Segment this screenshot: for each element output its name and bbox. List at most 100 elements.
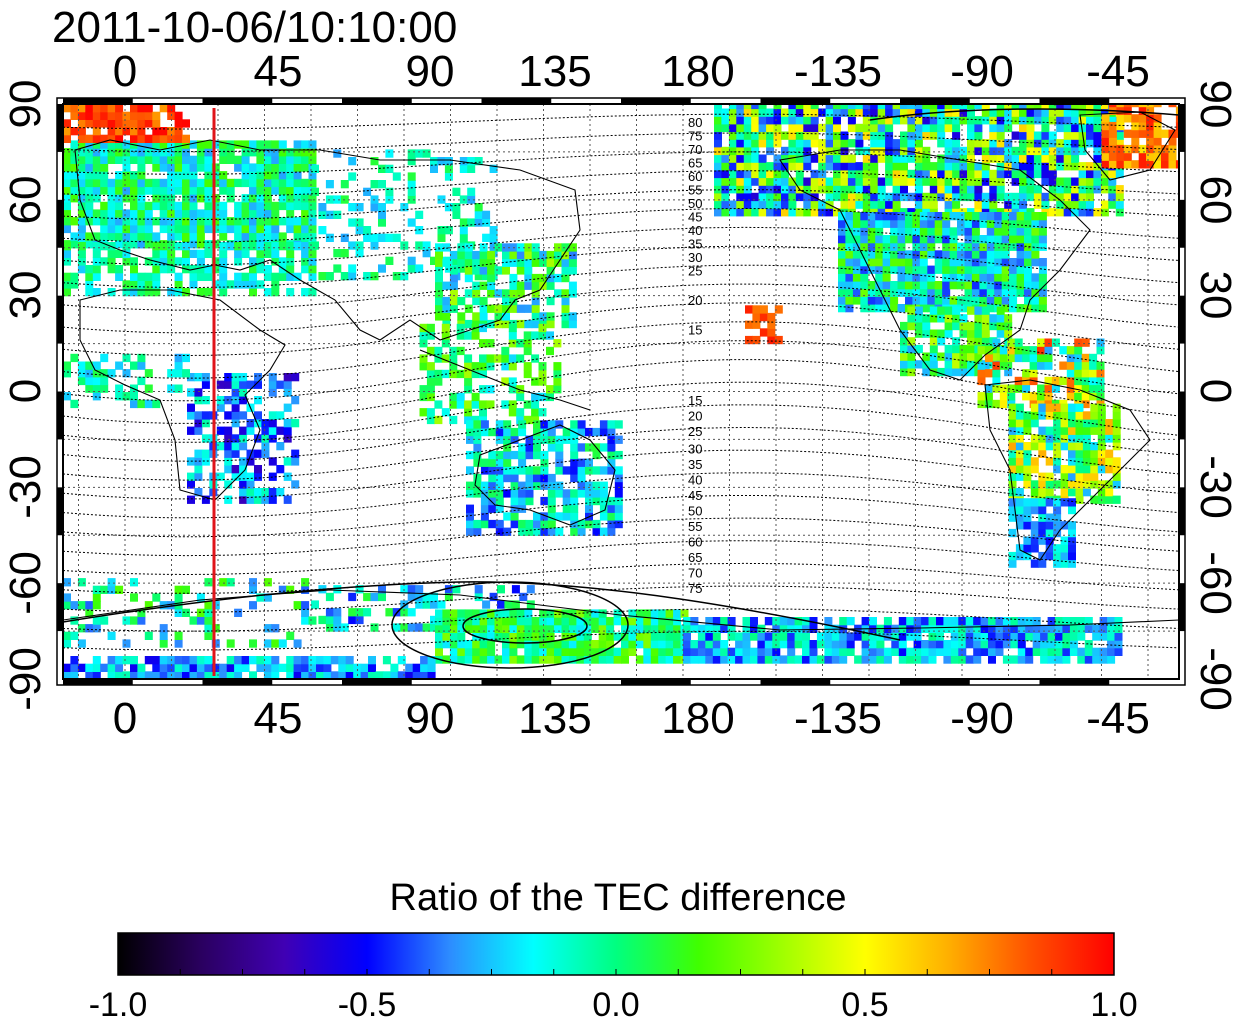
- tec-cell: [1040, 624, 1049, 633]
- tec-cell: [992, 384, 1001, 393]
- tec-cell: [407, 187, 416, 196]
- tec-cell: [555, 527, 564, 536]
- tec-cell: [592, 450, 601, 460]
- tec-cell: [510, 450, 519, 460]
- tec-cell: [301, 155, 310, 164]
- tec-cell: [301, 663, 310, 672]
- tec-cell: [1031, 235, 1040, 244]
- tec-cell: [1045, 403, 1054, 412]
- tec-cell: [100, 186, 109, 195]
- tec-cell: [927, 288, 936, 297]
- tec-cell: [922, 146, 931, 156]
- tec-cell: [929, 169, 938, 179]
- tec-cell: [137, 209, 146, 218]
- tec-cell: [838, 227, 846, 236]
- tec-cell: [1009, 273, 1018, 282]
- tec-cell: [268, 434, 277, 443]
- pole-contour: [63, 581, 901, 641]
- tec-cell: [929, 344, 938, 354]
- tec-cell: [981, 169, 990, 179]
- tec-cell: [996, 104, 1005, 110]
- tec-cell: [635, 632, 644, 641]
- tec-cell: [900, 104, 908, 110]
- tec-cell: [613, 609, 622, 618]
- tec-cell: [63, 593, 71, 602]
- tec-cell: [690, 624, 699, 633]
- tec-cell: [182, 224, 190, 234]
- tec-cell: [1031, 227, 1040, 236]
- tec-cell: [355, 615, 364, 625]
- tec-cell: [174, 134, 183, 143]
- tec-cell: [473, 473, 482, 483]
- tec-cell: [996, 306, 1005, 315]
- tec-cell: [1068, 472, 1076, 481]
- tec-cell: [286, 148, 295, 157]
- tec-cell: [980, 617, 989, 626]
- tec-cell: [174, 353, 183, 363]
- tec-cell: [241, 242, 250, 251]
- tec-cell: [286, 671, 295, 679]
- tec-cell: [488, 458, 497, 467]
- tec-cell: [204, 242, 213, 251]
- tec-cell: [971, 265, 980, 274]
- tec-cell: [1084, 624, 1093, 633]
- tec-cell: [583, 640, 592, 649]
- tec-cell: [231, 396, 240, 405]
- tec-cell: [189, 240, 198, 249]
- tec-cell: [263, 178, 272, 188]
- tec-cell: [100, 384, 109, 393]
- tec-cell: [845, 242, 854, 251]
- tec-cell: [846, 632, 855, 641]
- tec-cell: [867, 212, 876, 221]
- tec-cell: [219, 224, 228, 234]
- tec-cell: [100, 353, 109, 363]
- tec-cell: [906, 632, 915, 641]
- tec-cell: [958, 632, 967, 641]
- tec-cell: [100, 616, 109, 625]
- tec-cell: [613, 617, 622, 626]
- tec-cell: [224, 380, 233, 389]
- tec-cell: [502, 296, 510, 306]
- tec-cell: [840, 104, 849, 110]
- tec-cell: [772, 647, 781, 656]
- tec-cell: [1047, 624, 1056, 633]
- tec-cell: [533, 473, 541, 483]
- tec-cell: [159, 201, 168, 211]
- tec-cell: [607, 466, 616, 475]
- tec-cell: [489, 241, 498, 250]
- tec-cell: [795, 104, 804, 110]
- tec-cell: [900, 139, 908, 148]
- tec-cell: [430, 615, 438, 625]
- tec-cell: [779, 632, 788, 641]
- tec-cell: [419, 392, 428, 402]
- tec-cell: [1015, 449, 1024, 458]
- tec-cell: [271, 163, 280, 172]
- tec-cell: [810, 208, 819, 217]
- tec-cell: [1010, 640, 1019, 649]
- tec-cell: [137, 148, 146, 157]
- tec-cell: [360, 671, 369, 679]
- tec-cell: [964, 265, 973, 274]
- tec-cell: [673, 655, 682, 664]
- tec-cell: [736, 146, 745, 156]
- frame-tick-left: [57, 295, 62, 344]
- tec-cell: [683, 632, 691, 641]
- tec-cell: [751, 131, 760, 140]
- tec-cell: [508, 339, 517, 348]
- tec-cell: [937, 306, 946, 315]
- tec-cell: [540, 496, 549, 506]
- tec-cell: [1093, 123, 1102, 133]
- tec-cell: [174, 163, 183, 172]
- tec-cell: [833, 123, 841, 133]
- tec-cell: [758, 108, 767, 117]
- tec-cell: [875, 242, 884, 251]
- tec-cell: [1024, 273, 1032, 282]
- tec-cell: [464, 258, 473, 267]
- tec-cell: [855, 192, 864, 202]
- tec-cell: [348, 592, 357, 602]
- tec-cell: [1075, 442, 1084, 451]
- tec-cell: [189, 194, 198, 203]
- tec-cell: [643, 640, 652, 649]
- tec-cell: [196, 186, 205, 195]
- tec-cell: [994, 212, 1003, 221]
